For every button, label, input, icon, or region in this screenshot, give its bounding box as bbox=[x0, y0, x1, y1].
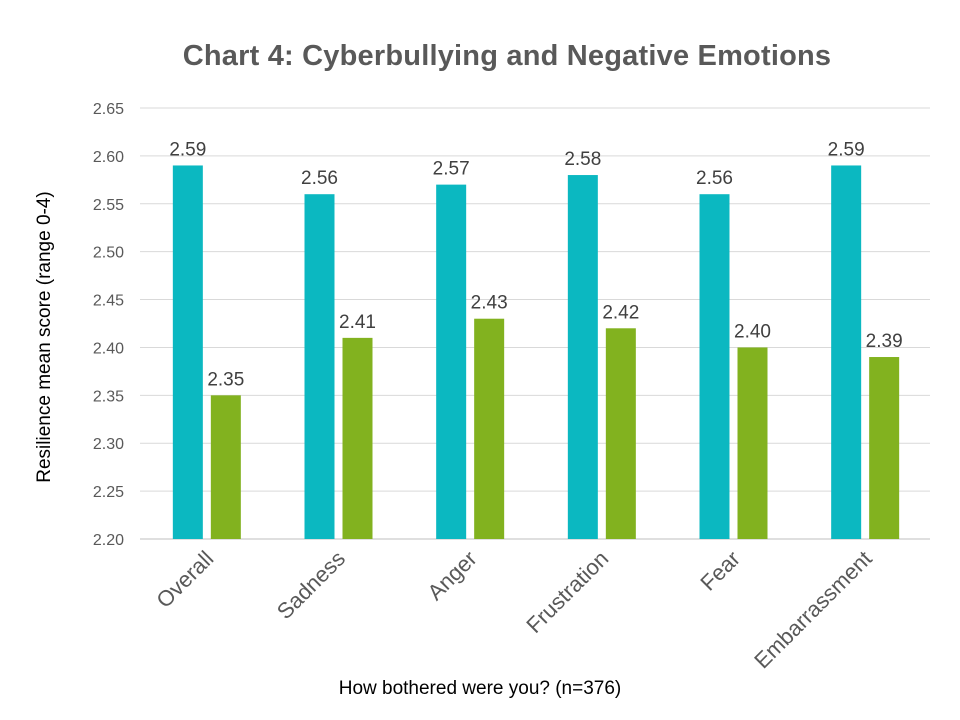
chart-title: Chart 4: Cyberbullying and Negative Emot… bbox=[182, 40, 832, 72]
y-tick-label: 2.40 bbox=[93, 340, 124, 357]
y-tick-label: 2.65 bbox=[93, 101, 124, 118]
bar-fear-series-2 bbox=[737, 347, 768, 539]
data-labels: 2.59 2.35 2.56 2.41 2.57 2.43 2.58 2.42 2.56 2.40… bbox=[169, 139, 902, 390]
bar-embarrassment-series-1 bbox=[831, 165, 862, 539]
y-tick-label: 2.60 bbox=[93, 149, 124, 166]
y-axis-title: Resilience mean score (range 0-4) bbox=[34, 191, 55, 482]
data-label: 2.58 bbox=[564, 149, 601, 170]
gridlines bbox=[140, 107, 930, 540]
category-label: Sadness bbox=[272, 546, 350, 624]
y-tick-label: 2.50 bbox=[93, 245, 124, 262]
bar-fear-series-1 bbox=[699, 194, 730, 539]
bar-overall-series-2 bbox=[210, 395, 241, 539]
data-label: 2.42 bbox=[602, 302, 639, 323]
y-tick-label: 2.30 bbox=[93, 436, 124, 453]
category-label: Embarrassment bbox=[749, 546, 876, 673]
category-labels: Overall Sadness Anger Frustration Fear Embarr… bbox=[151, 546, 876, 673]
bar-embarrassment-series-2 bbox=[869, 357, 900, 539]
category-label: Fear bbox=[695, 546, 745, 596]
category-label: Overall bbox=[151, 546, 218, 613]
data-label: 2.56 bbox=[301, 168, 338, 189]
data-label: 2.57 bbox=[433, 159, 470, 180]
category-label: Frustration bbox=[521, 546, 613, 638]
bar-sadness-series-1 bbox=[304, 194, 335, 539]
y-tick-label: 2.25 bbox=[93, 484, 124, 501]
data-label: 2.43 bbox=[471, 293, 508, 314]
data-label: 2.59 bbox=[169, 139, 206, 160]
data-label: 2.35 bbox=[207, 369, 244, 390]
bar-overall-series-1 bbox=[172, 165, 203, 539]
bar-frustration-series-2 bbox=[605, 328, 636, 539]
bars bbox=[172, 165, 900, 540]
y-tick-label: 2.20 bbox=[93, 532, 124, 549]
category-label: Anger bbox=[423, 546, 482, 605]
x-axis-title: How bothered were you? (n=376) bbox=[339, 678, 622, 699]
bar-sadness-series-2 bbox=[342, 337, 373, 539]
y-tick-label: 2.55 bbox=[93, 197, 124, 214]
y-tick-label: 2.35 bbox=[93, 388, 124, 405]
bar-anger-series-2 bbox=[474, 318, 505, 539]
data-label: 2.40 bbox=[734, 321, 771, 342]
y-tick-labels: 2.20 2.25 2.30 2.35 2.40 2.45 2.50 2.55 2.60 2.65 bbox=[93, 101, 124, 549]
bar-anger-series-1 bbox=[436, 184, 467, 539]
data-label: 2.59 bbox=[828, 139, 865, 160]
data-label: 2.56 bbox=[696, 168, 733, 189]
bar-frustration-series-1 bbox=[567, 175, 598, 540]
data-label: 2.41 bbox=[339, 312, 376, 333]
data-label: 2.39 bbox=[866, 331, 903, 352]
y-tick-label: 2.45 bbox=[93, 293, 124, 310]
